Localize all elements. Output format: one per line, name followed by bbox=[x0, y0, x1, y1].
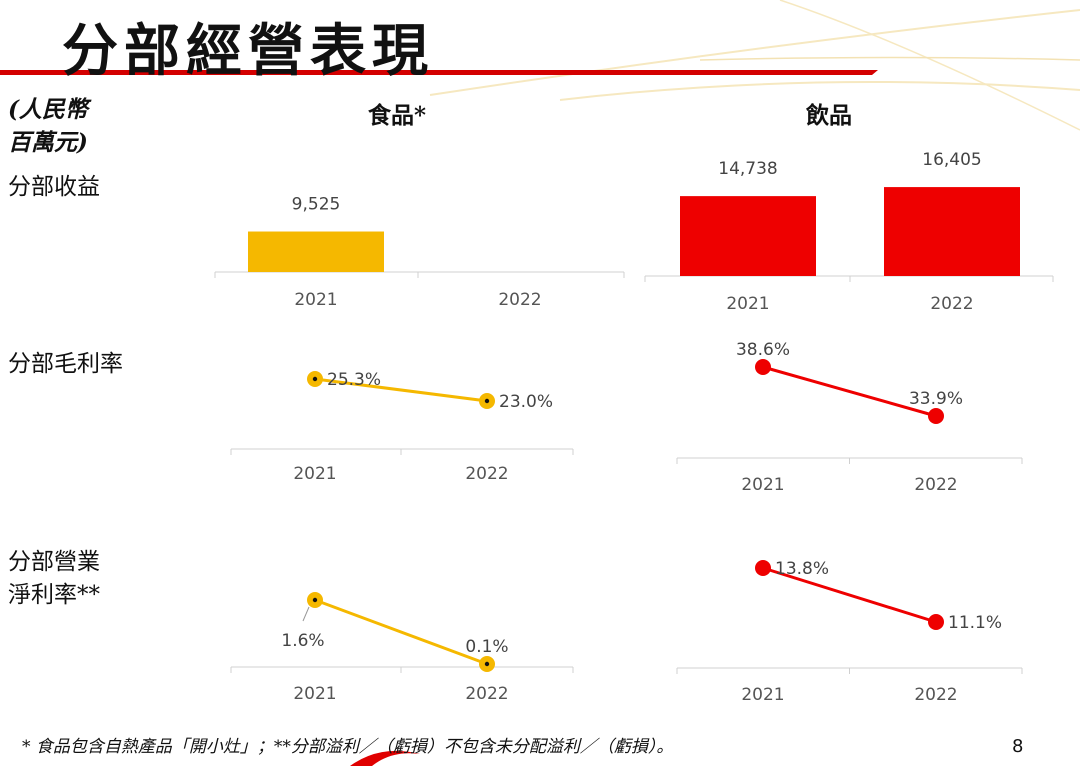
food-revenue-data-label: 9,525 bbox=[292, 195, 341, 215]
row-label-gross-margin: 分部毛利率 bbox=[8, 351, 123, 377]
bev-gross-margin-point bbox=[755, 359, 771, 375]
bev-op-margin-series-line bbox=[762, 566, 937, 624]
bev-op-margin-x-tick-label: 2021 bbox=[741, 685, 784, 705]
food-gross-margin-point-center bbox=[312, 376, 318, 382]
bev-op-margin-point bbox=[928, 614, 944, 630]
food-revenue-x-tick-label: 2021 bbox=[294, 290, 337, 310]
food-op-margin-x-tick-label: 2022 bbox=[465, 684, 508, 704]
food-gross-margin-point-center bbox=[484, 398, 490, 404]
row-label-op-margin-line2: 淨利率** bbox=[8, 582, 100, 608]
row-label-op-margin-line1: 分部營業 bbox=[8, 549, 100, 575]
bev-gross-margin-point bbox=[928, 408, 944, 424]
title-rule bbox=[0, 70, 878, 75]
food-revenue-bar bbox=[248, 231, 384, 272]
food-op-margin-data-label: 1.6% bbox=[281, 631, 324, 651]
food-op-margin-point-center bbox=[484, 661, 490, 667]
bev-gross-margin-x-tick-label: 2021 bbox=[741, 475, 784, 495]
bev-gross-margin-series-line bbox=[762, 365, 937, 418]
bev-revenue-x-tick-label: 2022 bbox=[930, 294, 973, 314]
food-op-margin-label-leader bbox=[302, 606, 310, 622]
bev-revenue-bar bbox=[680, 196, 816, 276]
logo-mark bbox=[350, 750, 420, 766]
food-revenue-x-tick-label: 2022 bbox=[498, 290, 541, 310]
unit-label-line1: (人民幣 bbox=[8, 96, 88, 123]
bev-revenue-data-label: 14,738 bbox=[718, 159, 777, 179]
column-header-beverage: 飲品 bbox=[806, 102, 852, 129]
bev-op-margin-point bbox=[755, 560, 771, 576]
bev-gross-margin-data-label: 38.6% bbox=[736, 340, 790, 360]
food-op-margin-x-tick-label: 2021 bbox=[293, 684, 336, 704]
food-op-margin-point-center bbox=[312, 597, 318, 603]
food-gross-margin-data-label: 23.0% bbox=[499, 392, 553, 412]
bev-op-margin-data-label: 13.8% bbox=[775, 559, 829, 579]
bev-revenue-bar bbox=[884, 187, 1020, 276]
column-header-food: 食品* bbox=[368, 102, 427, 129]
food-op-margin-series-line bbox=[314, 598, 488, 666]
food-gross-margin-data-label: 25.3% bbox=[327, 370, 381, 390]
bev-gross-margin-x-tick-label: 2022 bbox=[914, 475, 957, 495]
row-label-revenue: 分部收益 bbox=[8, 174, 100, 200]
food-gross-margin-x-tick-label: 2022 bbox=[465, 464, 508, 484]
bev-op-margin-x-tick-label: 2022 bbox=[914, 685, 957, 705]
food-gross-margin-series-line bbox=[314, 377, 488, 403]
food-op-margin-data-label: 0.1% bbox=[465, 637, 508, 657]
footnote: * 食品包含自熱產品「開小灶」；**分部溢利／（虧損）不包含未分配溢利／（虧損）… bbox=[22, 737, 674, 757]
bev-op-margin-data-label: 11.1% bbox=[948, 613, 1002, 633]
bev-revenue-x-tick-label: 2021 bbox=[726, 294, 769, 314]
page-title: 分部經營表現 bbox=[62, 18, 434, 84]
food-gross-margin-x-tick-label: 2021 bbox=[293, 464, 336, 484]
unit-label-line2: 百萬元) bbox=[8, 129, 88, 156]
bev-revenue-data-label: 16,405 bbox=[922, 150, 981, 170]
bev-gross-margin-data-label: 33.9% bbox=[909, 389, 963, 409]
page-number: 8 bbox=[1012, 736, 1024, 757]
